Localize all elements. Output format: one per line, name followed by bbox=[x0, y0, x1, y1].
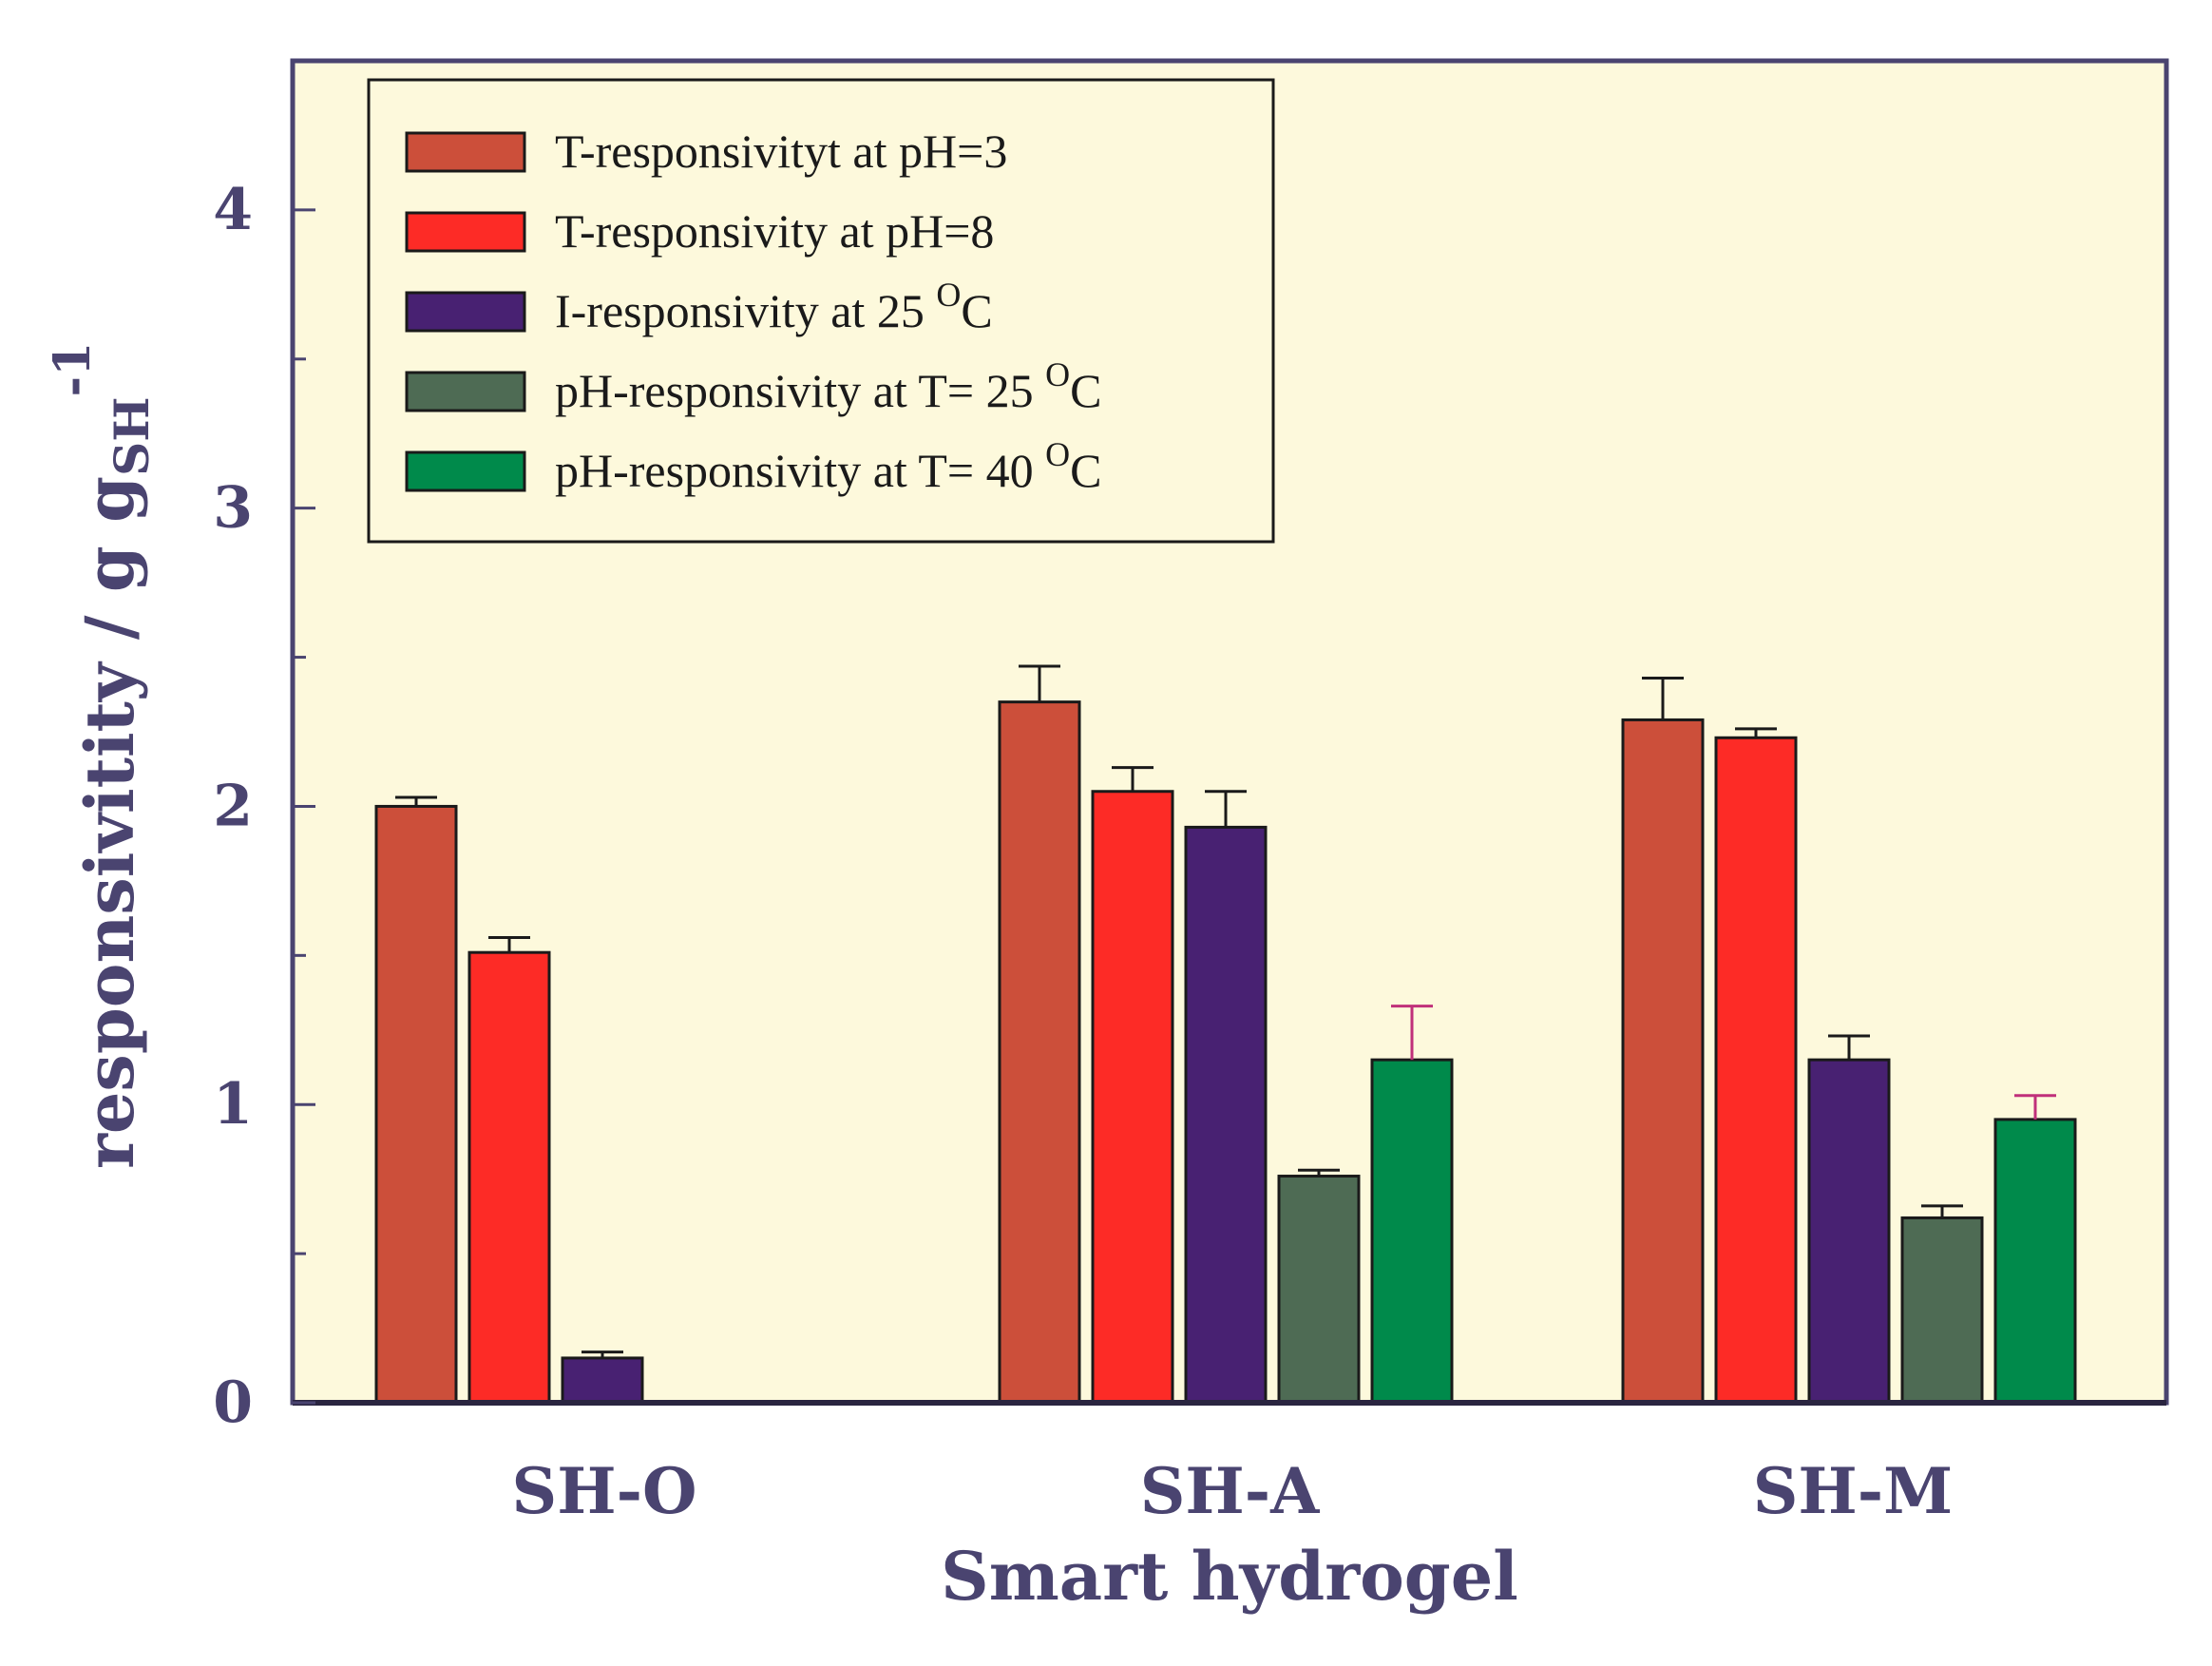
legend-label-series-3: I-responsivity at 25 OC bbox=[555, 276, 993, 337]
bar-sh-m-series-3 bbox=[1807, 1058, 1891, 1405]
error-bars-layer bbox=[395, 664, 2056, 1358]
bar-sh-m-series-4 bbox=[1900, 1216, 1984, 1405]
y-axis-title: responsivitity / g gSH-1 bbox=[44, 342, 160, 1169]
bar-sh-a-series-3 bbox=[1184, 825, 1268, 1405]
bars-layer bbox=[374, 700, 2077, 1405]
x-category-label-sh-a: SH-A bbox=[1140, 1454, 1320, 1528]
y-tick-label: 0 bbox=[213, 1369, 253, 1436]
bar-sh-m-series-1 bbox=[1621, 718, 1705, 1405]
y-axis-title-subscript: SH bbox=[104, 397, 160, 476]
y-axis-title-group: responsivitity / g gSH-1 bbox=[44, 342, 160, 1169]
legend-label-series-1: T-responsivityt at pH=3 bbox=[555, 124, 1007, 178]
y-tick-label: 1 bbox=[213, 1071, 253, 1138]
legend-label-series-2: T-responsivity at pH=8 bbox=[555, 204, 994, 258]
y-tick-label: 3 bbox=[213, 475, 253, 542]
bar-sh-a-series-5 bbox=[1370, 1058, 1454, 1405]
legend-label-series-4: pH-responsivity at T= 25 OC bbox=[555, 355, 1101, 417]
x-category-label-sh-m: SH-M bbox=[1753, 1454, 1953, 1528]
y-axis-ticks: 0 1 2 3 4 bbox=[213, 177, 315, 1436]
y-axis-title-superscript: -1 bbox=[44, 342, 102, 397]
legend-swatch-series-5 bbox=[405, 450, 526, 492]
y-axis-title-main: responsivitity / g g bbox=[70, 476, 149, 1169]
legend-swatch-series-1 bbox=[405, 131, 526, 173]
legend-swatch-series-4 bbox=[405, 371, 526, 412]
x-axis-title: Smart hydrogel bbox=[941, 1537, 1518, 1616]
legend-label-series-5: pH-responsivity at T= 40 OC bbox=[555, 435, 1101, 497]
legend-swatch-series-3 bbox=[405, 291, 526, 333]
legend-items: T-responsivityt at pH=3 T-responsivity at… bbox=[405, 124, 1101, 497]
y-tick-label: 4 bbox=[213, 177, 253, 243]
bar-sh-a-series-1 bbox=[998, 700, 1081, 1405]
y-tick-label: 2 bbox=[213, 773, 253, 839]
bar-sh-m-series-2 bbox=[1714, 736, 1798, 1405]
legend-swatch-series-2 bbox=[405, 211, 526, 253]
bar-sh-a-series-2 bbox=[1091, 790, 1174, 1405]
x-category-label-sh-o: SH-O bbox=[512, 1454, 697, 1528]
bar-sh-o-series-1 bbox=[374, 804, 458, 1405]
bar-sh-o-series-2 bbox=[467, 950, 551, 1405]
legend: T-responsivityt at pH=3 T-responsivity at… bbox=[367, 78, 1275, 544]
bar-sh-o-series-3 bbox=[561, 1356, 644, 1405]
x-axis-category-labels: SH-O SH-A SH-M bbox=[512, 1454, 1954, 1528]
bar-sh-m-series-5 bbox=[1993, 1118, 2077, 1405]
bar-sh-a-series-4 bbox=[1277, 1175, 1361, 1405]
